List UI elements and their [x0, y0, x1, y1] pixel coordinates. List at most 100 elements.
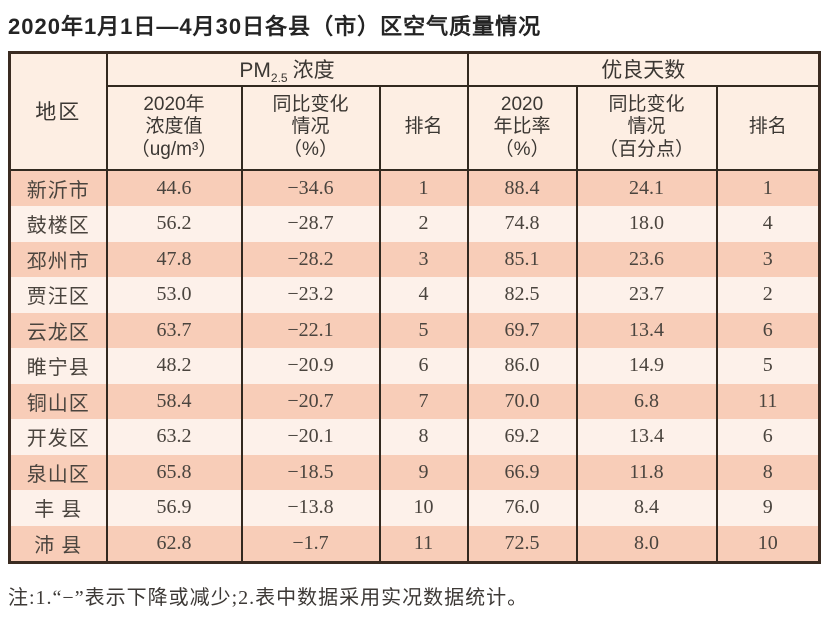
cell-days-change: 13.4 — [575, 419, 718, 455]
cell-pm-change: −20.7 — [240, 383, 381, 420]
cell-pm-rank: 11 — [378, 525, 469, 563]
cell-pm-value: 65.8 — [105, 454, 243, 491]
cell-pm-rank: 9 — [378, 454, 469, 491]
table-row: 邳州市 47.8 −28.2 3 85.1 23.6 3 — [8, 241, 821, 278]
cell-region: 新沂市 — [8, 169, 108, 207]
header-days-change: 同比变化 情况 （百分点） — [575, 85, 718, 171]
pm25-subscript: 2.5 — [270, 71, 288, 86]
cell-pm-change: −20.9 — [240, 348, 381, 384]
table-row: 开发区 63.2 −20.1 8 69.2 13.4 6 — [8, 419, 821, 455]
cell-days-change: 18.0 — [575, 206, 718, 242]
cell-region: 贾汪区 — [8, 277, 108, 313]
table-header: 地区 PM2.5 浓度 优良天数 2020年 浓度值 （ug/m³） 同比变化 情… — [8, 52, 821, 171]
cell-pm-rank: 5 — [378, 312, 469, 349]
cell-pm-rank: 4 — [378, 277, 469, 313]
cell-days-rank: 8 — [715, 454, 821, 491]
cell-region: 沛 县 — [8, 525, 108, 563]
cell-days-change: 14.9 — [575, 348, 718, 384]
cell-pm-value: 63.2 — [105, 419, 243, 455]
cell-days-rate: 74.8 — [466, 206, 578, 242]
table-row: 云龙区 63.7 −22.1 5 69.7 13.4 6 — [8, 312, 821, 349]
cell-pm-change: −18.5 — [240, 454, 381, 491]
cell-region: 丰 县 — [8, 490, 108, 526]
cell-region: 云龙区 — [8, 312, 108, 349]
cell-days-rate: 86.0 — [466, 348, 578, 384]
cell-pm-value: 48.2 — [105, 348, 243, 384]
cell-region: 鼓楼区 — [8, 206, 108, 242]
cell-pm-rank: 1 — [378, 169, 469, 207]
cell-region: 泉山区 — [8, 454, 108, 491]
table-body: 新沂市 44.6 −34.6 1 88.4 24.1 1 鼓楼区 56.2 −2… — [8, 169, 821, 563]
cell-days-rate: 69.7 — [466, 312, 578, 349]
cell-pm-rank: 2 — [378, 206, 469, 242]
cell-days-rank: 4 — [715, 206, 821, 242]
cell-pm-change: −28.2 — [240, 241, 381, 278]
header-pm-change: 同比变化 情况 （%） — [240, 85, 381, 171]
cell-pm-change: −28.7 — [240, 206, 381, 242]
header-pm-value: 2020年 浓度值 （ug/m³） — [105, 85, 243, 171]
cell-days-rate: 72.5 — [466, 525, 578, 563]
cell-days-rate: 76.0 — [466, 490, 578, 526]
cell-pm-value: 56.9 — [105, 490, 243, 526]
page-title: 2020年1月1日—4月30日各县（市）区空气质量情况 — [8, 14, 542, 39]
table-row: 睢宁县 48.2 −20.9 6 86.0 14.9 5 — [8, 348, 821, 384]
cell-days-rank: 10 — [715, 525, 821, 563]
cell-days-rank: 11 — [715, 383, 821, 420]
cell-pm-change: −1.7 — [240, 525, 381, 563]
cell-pm-change: −22.1 — [240, 312, 381, 349]
cell-pm-rank: 7 — [378, 383, 469, 420]
cell-days-change: 23.6 — [575, 241, 718, 278]
cell-days-rate: 66.9 — [466, 454, 578, 491]
cell-pm-value: 47.8 — [105, 241, 243, 278]
header-group-pm25: PM2.5 浓度 — [105, 52, 469, 87]
cell-days-change: 24.1 — [575, 169, 718, 207]
pm25-label: PM — [239, 59, 271, 83]
cell-region: 开发区 — [8, 419, 108, 455]
table-row: 鼓楼区 56.2 −28.7 2 74.8 18.0 4 — [8, 206, 821, 242]
cell-days-change: 13.4 — [575, 312, 718, 349]
cell-pm-value: 62.8 — [105, 525, 243, 563]
table-row: 新沂市 44.6 −34.6 1 88.4 24.1 1 — [8, 169, 821, 207]
cell-days-change: 8.0 — [575, 525, 718, 563]
cell-days-rank: 9 — [715, 490, 821, 526]
header-group-row: 地区 PM2.5 浓度 优良天数 — [8, 52, 821, 171]
cell-pm-value: 63.7 — [105, 312, 243, 349]
cell-days-change: 8.4 — [575, 490, 718, 526]
table-row: 铜山区 58.4 −20.7 7 70.0 6.8 11 — [8, 383, 821, 420]
cell-pm-rank: 3 — [378, 241, 469, 278]
cell-days-change: 6.8 — [575, 383, 718, 420]
cell-days-rank: 5 — [715, 348, 821, 384]
cell-days-rank: 1 — [715, 169, 821, 207]
air-quality-table: 地区 PM2.5 浓度 优良天数 2020年 浓度值 （ug/m³） 同比变化 情… — [8, 50, 822, 565]
cell-days-rate: 82.5 — [466, 277, 578, 313]
table-row: 沛 县 62.8 −1.7 11 72.5 8.0 10 — [8, 525, 821, 563]
cell-pm-rank: 10 — [378, 490, 469, 526]
cell-days-rank: 3 — [715, 241, 821, 278]
cell-days-change: 23.7 — [575, 277, 718, 313]
pm25-suffix: 浓度 — [292, 59, 335, 83]
cell-pm-value: 44.6 — [105, 169, 243, 207]
cell-region: 邳州市 — [8, 241, 108, 278]
cell-days-rank: 2 — [715, 277, 821, 313]
cell-pm-rank: 8 — [378, 419, 469, 455]
cell-region: 铜山区 — [8, 383, 108, 420]
cell-days-rate: 69.2 — [466, 419, 578, 455]
cell-pm-change: −13.8 — [240, 490, 381, 526]
cell-pm-value: 58.4 — [105, 383, 243, 420]
cell-pm-rank: 6 — [378, 348, 469, 384]
table-row: 贾汪区 53.0 −23.2 4 82.5 23.7 2 — [8, 277, 821, 313]
table-row: 丰 县 56.9 −13.8 10 76.0 8.4 9 — [8, 490, 821, 526]
header-pm-rank: 排名 — [378, 85, 469, 171]
header-sub-row: 2020年 浓度值 （ug/m³） 同比变化 情况 （%） 排名 2020 年比… — [10, 85, 821, 171]
cell-pm-value: 53.0 — [105, 277, 243, 313]
footnote: 注:1.“−”表示下降或减少;2.表中数据采用实况数据统计。 — [8, 587, 529, 610]
cell-days-rate: 85.1 — [466, 241, 578, 278]
header-days-rate: 2020 年比率 （%） — [466, 85, 578, 171]
cell-days-rank: 6 — [715, 419, 821, 455]
header-days-rank: 排名 — [715, 85, 821, 171]
header-group-good-days: 优良天数 — [466, 52, 821, 87]
cell-region: 睢宁县 — [8, 348, 108, 384]
cell-days-change: 11.8 — [575, 454, 718, 491]
header-region: 地区 — [8, 52, 108, 171]
